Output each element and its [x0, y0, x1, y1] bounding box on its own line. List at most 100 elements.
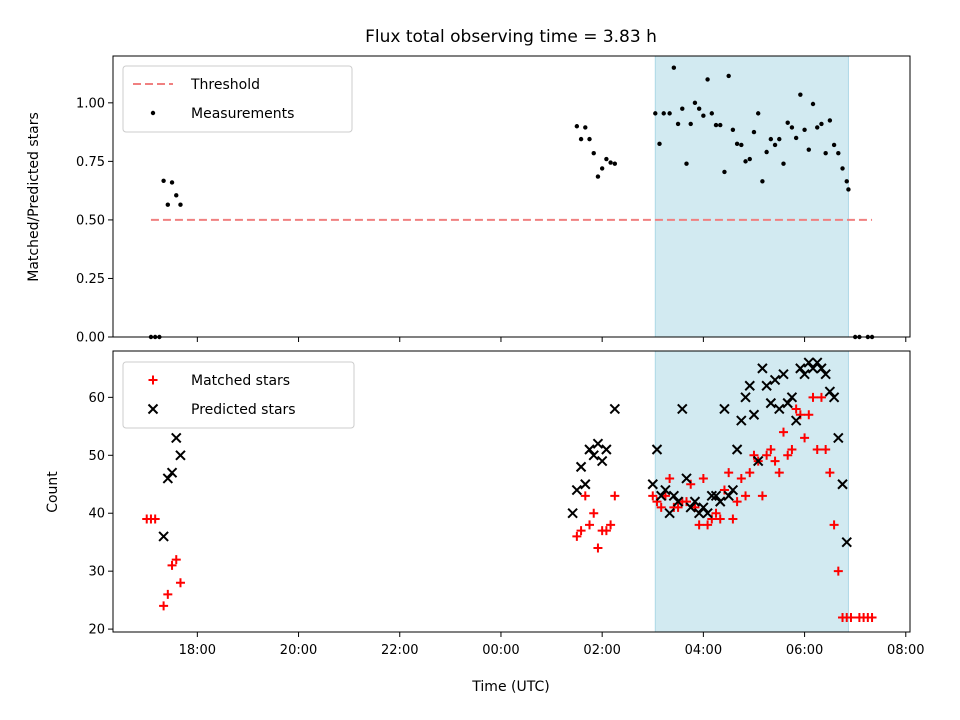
bottom-series-0-point-20: [656, 502, 666, 512]
top-series-1-point-58: [823, 150, 828, 156]
bottom-x-tick-label-4: 02:00: [583, 643, 620, 658]
bottom-legend-swatch-1: [147, 403, 159, 415]
top-series-1-point-45: [768, 136, 774, 142]
top-y-tick-label-2: 0.50: [76, 213, 105, 228]
top-series-1-point-11: [587, 136, 592, 142]
top-series-1-point-46: [772, 142, 778, 148]
x-axis-label: Time (UTC): [471, 679, 549, 695]
bottom-series-1-point-22: [677, 403, 688, 415]
bottom-shaded-window: [654, 350, 849, 633]
bottom-series-0-point-35: [719, 485, 729, 495]
bottom-axes-frame: [112, 350, 911, 633]
top-series-1-point-49: [785, 120, 790, 125]
top-series-1-point-52: [798, 92, 803, 97]
bottom-series-1-point-48: [786, 392, 798, 403]
bottom-series-0-point-30: [698, 473, 708, 483]
bottom-series-1-point-30: [710, 490, 722, 502]
top-series-1-point-13: [595, 174, 601, 179]
bottom-series-1-point-2: [166, 467, 178, 478]
top-series-1-point-64: [846, 187, 851, 192]
top-legend-swatch-1: [150, 110, 156, 116]
top-series-1-point-48: [781, 161, 786, 166]
top-series-1-point-14: [599, 166, 605, 171]
bottom-series-0-point-16: [606, 520, 616, 530]
top-series-1-point-22: [671, 65, 677, 70]
bottom-series-1-point-3: [171, 432, 182, 444]
bottom-series-1-point-24: [685, 502, 696, 513]
bottom-series-1-point-9: [584, 444, 595, 455]
top-legend-label-1: Measurements: [191, 106, 294, 122]
bottom-series-0-point-49: [778, 427, 788, 437]
top-panel-measurements: 0.00 0.25 0.50 0.75 1.00 Threshold Measurement…: [76, 55, 911, 346]
top-series-1-point-44: [764, 149, 769, 155]
top-series-1-point-28: [696, 106, 702, 111]
top-series-1-point-9: [578, 136, 584, 142]
bottom-series-1-point-38: [744, 380, 755, 391]
bottom-series-0-point-4: [163, 589, 173, 599]
bottom-series-0-point-5: [167, 560, 177, 570]
top-series-1-point-37: [734, 141, 740, 147]
bottom-series-0-point-55: [804, 410, 814, 420]
bottom-series-1-point-52: [803, 357, 815, 368]
bottom-series-0-point-18: [648, 491, 658, 501]
top-series-1-point-16: [608, 160, 613, 165]
bottom-series-1-point-56: [820, 368, 831, 380]
bottom-series-1-point-40: [752, 455, 764, 467]
bottom-series-1-point-14: [609, 403, 621, 415]
bottom-x-tick-label-3: 00:00: [482, 643, 519, 658]
bottom-series-0-point-39: [736, 473, 746, 483]
top-series-1-point-15: [604, 156, 609, 162]
top-series-1-point-25: [684, 161, 689, 166]
top-series-1-point-7: [178, 202, 183, 207]
bottom-series-1-point-1: [162, 473, 174, 484]
bottom-series-1-point-39: [748, 409, 760, 420]
bottom-series-1-point-20: [668, 490, 680, 502]
bottom-series-1-point-32: [719, 403, 730, 415]
top-series-1-point-8: [574, 124, 580, 129]
top-series-1-point-51: [793, 135, 799, 141]
bottom-series-1-point-57: [824, 386, 836, 397]
bottom-x-tick-label-1: 20:00: [280, 643, 317, 658]
bottom-series-0-point-65: [846, 613, 856, 623]
bottom-series-0-point-13: [593, 543, 603, 553]
bottom-y-axis-label: Count: [45, 471, 61, 513]
bottom-series-0-point-10: [580, 491, 590, 501]
bottom-series-0-point-54: [800, 433, 810, 443]
bottom-series-1-point-28: [702, 508, 713, 519]
bottom-x-tick-label-0: 18:00: [179, 643, 216, 658]
bottom-series-0-point-46: [766, 444, 776, 454]
bottom-series-0-point-60: [825, 468, 835, 478]
bottom-x-tick-label-7: 08:00: [887, 643, 924, 658]
bottom-series-1-point-44: [769, 374, 781, 386]
top-legend-label-0: Threshold: [190, 77, 260, 93]
bottom-x-tick-label-2: 22:00: [381, 643, 418, 658]
bottom-series-0-point-36: [724, 468, 734, 478]
bottom-series-0-point-32: [707, 514, 717, 524]
top-series-1-point-12: [591, 150, 596, 156]
top-series-1-point-47: [777, 136, 782, 142]
top-series-1-point-57: [819, 121, 824, 127]
bottom-series-0-point-12: [589, 508, 599, 518]
top-series-1-point-39: [743, 159, 748, 164]
top-series-1-point-59: [827, 118, 833, 123]
bottom-legend-label-0: Matched stars: [191, 373, 290, 389]
bottom-series-1-point-27: [698, 502, 709, 513]
top-series-1-point-5: [169, 180, 175, 185]
bottom-series-1-point-23: [681, 473, 692, 484]
bottom-series-1-point-15: [647, 479, 658, 490]
bottom-y-tick-label-4: 60: [88, 391, 105, 406]
bottom-series-0-point-11: [585, 520, 595, 530]
bottom-y-tick-label-2: 40: [88, 507, 105, 522]
bottom-series-1-point-33: [723, 490, 734, 502]
bottom-series-0-point-50: [783, 450, 793, 460]
top-series-1-point-41: [751, 129, 757, 135]
bottom-series-1-point-36: [736, 415, 747, 426]
bottom-series-1-point-29: [706, 490, 718, 502]
bottom-series-0-point-47: [770, 456, 780, 466]
top-series-1-point-4: [165, 202, 171, 207]
bottom-series-0-point-8: [572, 531, 582, 541]
bottom-y-tick-label-0: 20: [88, 623, 105, 638]
bottom-series-0-point-22: [665, 473, 675, 483]
bottom-series-1-point-53: [807, 363, 819, 374]
bottom-series-1-point-6: [571, 484, 583, 496]
